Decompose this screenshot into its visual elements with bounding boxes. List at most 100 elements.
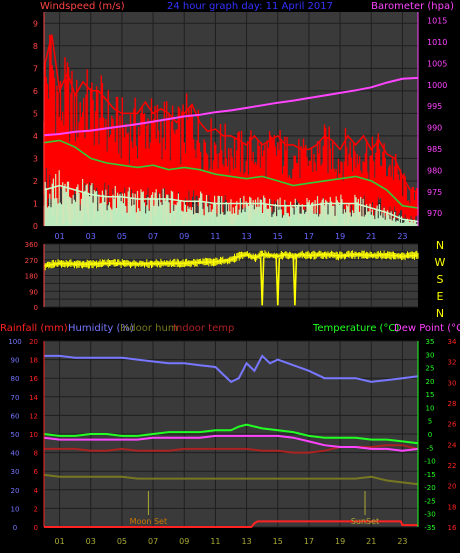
temperature-tick-label: 10 xyxy=(426,404,435,412)
rain-tick-label: 12 xyxy=(29,412,38,420)
chart-title: 24 hour graph day: 11 April 2017 xyxy=(167,1,333,12)
x-tick-label: 07 xyxy=(148,232,158,241)
x-tick-label: 23 xyxy=(397,232,407,241)
humidity-tick-label: 50 xyxy=(11,431,20,439)
legend-rainfall: Rainfall (mm) xyxy=(0,323,68,334)
indoor-temp-tick-label: 34 xyxy=(448,338,457,346)
y2-tick-label: 1000 xyxy=(427,81,447,90)
temperature-tick-label: 25 xyxy=(426,365,435,373)
x-tick-label: 19 xyxy=(335,232,345,241)
x-tick-label: 05 xyxy=(117,232,127,241)
rain-tick-label: 18 xyxy=(29,357,38,365)
y-tick-label: 4 xyxy=(33,132,38,141)
rain-tick-label: 0 xyxy=(34,524,38,532)
temperature-tick-label: -15 xyxy=(424,471,435,479)
direction-tick-label: 180 xyxy=(25,273,38,281)
rain-tick-label: 4 xyxy=(34,487,39,495)
x-tick-label: 03 xyxy=(86,537,96,546)
windspeed-axis-title: Windspeed (m/s) xyxy=(40,1,125,12)
temperature-tick-label: 30 xyxy=(426,351,435,359)
indoor-temp-tick-label: 24 xyxy=(448,441,457,449)
compass-label: E xyxy=(437,290,444,303)
y-tick-label: 6 xyxy=(33,87,38,96)
x-tick-label: 17 xyxy=(304,537,314,546)
x-tick-label: 09 xyxy=(179,232,189,241)
x-tick-label: 07 xyxy=(148,537,158,546)
x-tick-label: 11 xyxy=(210,232,220,241)
y2-tick-label: 980 xyxy=(427,166,442,175)
y-tick-label: 5 xyxy=(33,109,38,118)
temperature-tick-label: 0 xyxy=(428,431,432,439)
temperature-tick-label: 20 xyxy=(426,378,435,386)
temperature-tick-label: -20 xyxy=(424,484,435,492)
indoor-temp-tick-label: 32 xyxy=(448,359,457,367)
legend-indoor-hum: Indoor hum xyxy=(120,323,178,334)
temperature-tick-label: 15 xyxy=(426,391,435,399)
direction-tick-label: 360 xyxy=(25,241,38,249)
x-tick-label: 05 xyxy=(117,537,127,546)
x-tick-label: 01 xyxy=(54,232,64,241)
temperature-tick-label: -10 xyxy=(424,458,435,466)
legend-indoor-temp: Indoor temp xyxy=(173,323,234,334)
x-tick-label: 13 xyxy=(241,232,251,241)
x-tick-label: 01 xyxy=(54,537,64,546)
series-wind-gust xyxy=(43,34,419,193)
x-tick-label: 15 xyxy=(273,537,283,546)
indoor-temp-tick-label: 26 xyxy=(448,421,457,429)
x-tick-label: 09 xyxy=(179,537,189,546)
indoor-temp-tick-label: 22 xyxy=(448,462,457,470)
series-temperature xyxy=(43,423,419,445)
y2-tick-label: 985 xyxy=(427,145,442,154)
series-indoor-hum xyxy=(43,473,419,486)
direction-tick-label: 0 xyxy=(34,304,38,312)
series-wind-direction-dip xyxy=(292,257,298,306)
rain-tick-label: 20 xyxy=(29,338,38,346)
y-tick-label: 7 xyxy=(33,64,38,73)
y-tick-label: 8 xyxy=(33,42,38,51)
indoor-temp-tick-label: 28 xyxy=(448,400,457,408)
y2-tick-label: 1015 xyxy=(427,17,447,26)
y2-tick-label: 990 xyxy=(427,124,442,133)
indoor-temp-tick-label: 16 xyxy=(448,524,457,532)
humidity-tick-label: 0 xyxy=(13,524,17,532)
temperature-tick-label: -25 xyxy=(424,497,435,505)
direction-tick-label: 90 xyxy=(29,288,38,296)
temperature-tick-label: -5 xyxy=(427,444,434,452)
humidity-tick-label: 10 xyxy=(11,505,20,513)
humidity-tick-label: 70 xyxy=(11,394,20,402)
moon-set-label: Moon Set xyxy=(130,517,167,526)
indoor-temp-tick-label: 20 xyxy=(448,483,457,491)
y-tick-label: 9 xyxy=(33,19,38,28)
rain-tick-label: 16 xyxy=(29,375,38,383)
rain-tick-label: 10 xyxy=(29,431,38,439)
temperature-tick-label: -30 xyxy=(424,511,435,519)
y-tick-label: 3 xyxy=(33,154,38,163)
sunset-label: SunSet xyxy=(351,517,379,526)
legend-temperature: Temperature (°C) xyxy=(312,323,399,334)
x-tick-label: 13 xyxy=(241,537,251,546)
series-dew-point xyxy=(43,434,419,452)
temperature-tick-label: 35 xyxy=(426,338,435,346)
rain-tick-label: 14 xyxy=(29,394,38,402)
x-tick-label: 11 xyxy=(210,537,220,546)
y-tick-label: 0 xyxy=(33,222,38,231)
humidity-tick-label: 80 xyxy=(11,375,20,383)
temperature-tick-label: 5 xyxy=(428,418,432,426)
x-tick-label: 23 xyxy=(397,537,407,546)
legend-dew-point: Dew Point (°C) xyxy=(394,323,460,334)
y-tick-label: 2 xyxy=(33,177,38,186)
x-tick-label: 17 xyxy=(304,232,314,241)
humidity-tick-label: 20 xyxy=(11,487,20,495)
x-tick-label: 15 xyxy=(273,232,283,241)
series-wind-direction-dip xyxy=(275,257,281,306)
temperature-tick-label: -35 xyxy=(424,524,435,532)
legend-humidity: Humidity (%) xyxy=(68,323,134,334)
compass-label: N xyxy=(436,239,444,252)
series-humidity xyxy=(44,354,419,384)
series-barometer xyxy=(43,76,419,137)
rain-tick-label: 6 xyxy=(34,468,39,476)
rain-tick-label: 2 xyxy=(34,505,38,513)
series-wind-direction xyxy=(43,253,419,267)
y2-tick-label: 970 xyxy=(427,209,442,218)
